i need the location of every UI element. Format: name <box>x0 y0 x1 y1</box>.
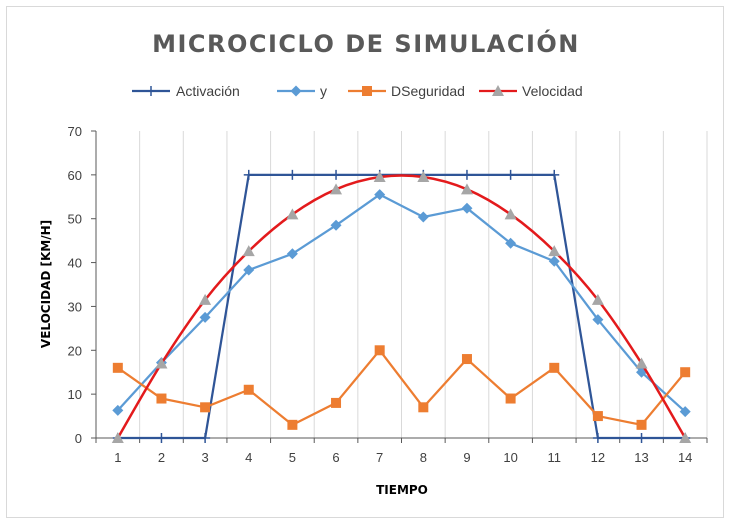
x-tick-label: 7 <box>376 450 383 465</box>
x-tick-label: 11 <box>548 450 562 465</box>
data-point-activacion <box>549 169 560 180</box>
data-point-velocidad <box>330 183 343 195</box>
data-point-velocidad <box>417 171 430 183</box>
data-point-dseguridad <box>287 419 298 430</box>
data-point-velocidad <box>111 432 124 443</box>
series-y <box>112 189 691 418</box>
data-point-dseguridad <box>549 362 560 373</box>
legend-item-y: y <box>277 83 327 99</box>
data-point-velocidad <box>286 208 299 220</box>
data-point-dseguridad <box>200 402 211 413</box>
data-point-velocidad <box>591 293 604 305</box>
x-tick-label: 2 <box>158 450 165 465</box>
data-point-activacion <box>461 169 472 180</box>
legend-label: y <box>320 83 327 99</box>
data-point-velocidad <box>199 293 212 305</box>
y-axis-title: VELOCIDAD [KM/H] <box>39 220 53 348</box>
data-point-y <box>505 237 517 249</box>
data-point-dseguridad <box>680 367 691 378</box>
legend-label: Activación <box>176 83 240 99</box>
data-point-velocidad <box>155 357 168 369</box>
x-tick-label: 4 <box>245 450 252 465</box>
data-point-dseguridad <box>156 393 167 404</box>
data-point-dseguridad <box>331 397 342 408</box>
data-point-y <box>417 211 429 223</box>
y-tick-label: 60 <box>68 168 82 183</box>
series-line-dseguridad <box>117 349 687 426</box>
data-point-velocidad <box>373 171 386 183</box>
y-tick-label: 20 <box>68 343 82 358</box>
series-velocidad <box>111 171 692 443</box>
data-point-y <box>199 311 211 323</box>
data-point-velocidad <box>242 245 255 257</box>
y-tick-label: 0 <box>75 431 82 446</box>
legend: Activación y DSeguridad Velocidad <box>132 83 583 99</box>
y-tick-label: 70 <box>68 124 82 139</box>
data-point-velocidad <box>460 183 473 195</box>
x-tick-label: 5 <box>289 450 296 465</box>
data-point-velocidad <box>504 208 517 220</box>
series-dseguridad <box>112 345 691 430</box>
data-point-y <box>461 202 473 214</box>
x-tick-label: 10 <box>503 450 517 465</box>
data-point-dseguridad <box>112 362 123 373</box>
y-tick-label: 30 <box>68 299 82 314</box>
x-tick-label: 9 <box>463 450 470 465</box>
x-tick-label: 1 <box>114 450 121 465</box>
x-tick-label: 12 <box>591 450 605 465</box>
data-point-y <box>592 314 604 326</box>
data-point-dseguridad <box>505 393 516 404</box>
x-axis-title: TIEMPO <box>376 483 428 497</box>
legend-swatch-marker <box>362 86 372 96</box>
data-point-y <box>679 406 691 418</box>
data-point-activacion <box>243 169 254 180</box>
x-tick-label: 8 <box>420 450 427 465</box>
legend-swatch-marker <box>492 85 504 96</box>
y-tick-label: 40 <box>68 256 82 271</box>
data-point-velocidad <box>679 432 692 443</box>
data-point-activacion <box>592 433 603 443</box>
y-tick-label: 50 <box>68 212 82 227</box>
legend-item-velocidad: Velocidad <box>479 83 583 99</box>
data-point-velocidad <box>635 357 648 369</box>
data-point-y <box>330 219 342 231</box>
y-tick-label: 10 <box>68 387 82 402</box>
legend-swatch-marker <box>290 85 302 97</box>
data-point-velocidad <box>548 245 561 257</box>
data-point-y <box>112 404 124 416</box>
data-point-activacion <box>287 169 298 180</box>
chart-title: MICROCICLO DE SIMULACIÓN <box>152 28 580 58</box>
legend-item-dseguridad: DSeguridad <box>348 83 465 99</box>
legend-item-activacion: Activación <box>132 83 240 99</box>
legend-swatch-marker <box>146 86 156 96</box>
x-tick-label: 14 <box>678 450 692 465</box>
data-point-y <box>286 248 298 260</box>
data-point-y <box>374 189 386 201</box>
x-tick-label: 6 <box>332 450 339 465</box>
legend-label: Velocidad <box>522 83 583 99</box>
data-point-dseguridad <box>636 419 647 430</box>
data-point-activacion <box>505 169 516 180</box>
data-point-dseguridad <box>243 384 254 395</box>
data-point-y <box>548 255 560 267</box>
data-point-dseguridad <box>374 345 385 356</box>
data-point-activacion <box>200 433 211 443</box>
data-point-dseguridad <box>418 402 429 413</box>
data-point-dseguridad <box>592 411 603 422</box>
data-point-y <box>243 264 255 276</box>
data-point-dseguridad <box>461 354 472 365</box>
data-point-activacion <box>331 169 342 180</box>
data-point-activacion <box>636 433 647 443</box>
data-point-activacion <box>156 433 167 443</box>
series-layer <box>111 169 692 443</box>
legend-label: DSeguridad <box>391 83 465 99</box>
series-line-y <box>116 193 686 413</box>
x-tick-label: 3 <box>201 450 208 465</box>
x-tick-label: 13 <box>634 450 648 465</box>
